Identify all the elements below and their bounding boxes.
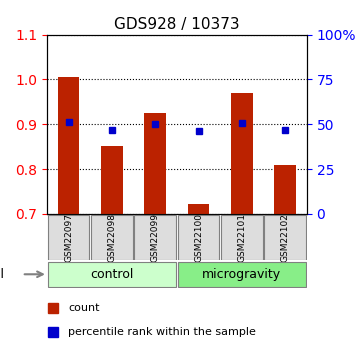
Text: GSM22097: GSM22097 — [64, 213, 73, 262]
Bar — [231, 93, 253, 214]
Bar — [101, 146, 123, 214]
Text: GSM22098: GSM22098 — [108, 213, 116, 262]
Text: GSM22100: GSM22100 — [194, 213, 203, 262]
Bar — [144, 113, 166, 214]
Text: microgravity: microgravity — [202, 268, 282, 281]
FancyBboxPatch shape — [48, 262, 176, 287]
FancyBboxPatch shape — [48, 215, 90, 259]
Text: GSM22101: GSM22101 — [238, 213, 246, 262]
FancyBboxPatch shape — [134, 215, 176, 259]
Bar — [188, 204, 209, 214]
Title: GDS928 / 10373: GDS928 / 10373 — [114, 17, 240, 32]
Bar — [58, 77, 79, 214]
Text: GSM22099: GSM22099 — [151, 213, 160, 262]
Text: count: count — [68, 303, 100, 313]
Text: GSM22102: GSM22102 — [281, 213, 290, 262]
FancyBboxPatch shape — [178, 262, 306, 287]
Text: protocol: protocol — [0, 268, 4, 281]
FancyBboxPatch shape — [264, 215, 306, 259]
Bar — [274, 166, 296, 214]
FancyBboxPatch shape — [91, 215, 133, 259]
FancyBboxPatch shape — [221, 215, 263, 259]
Text: percentile rank within the sample: percentile rank within the sample — [68, 327, 256, 337]
Text: control: control — [90, 268, 134, 281]
FancyBboxPatch shape — [178, 215, 219, 259]
